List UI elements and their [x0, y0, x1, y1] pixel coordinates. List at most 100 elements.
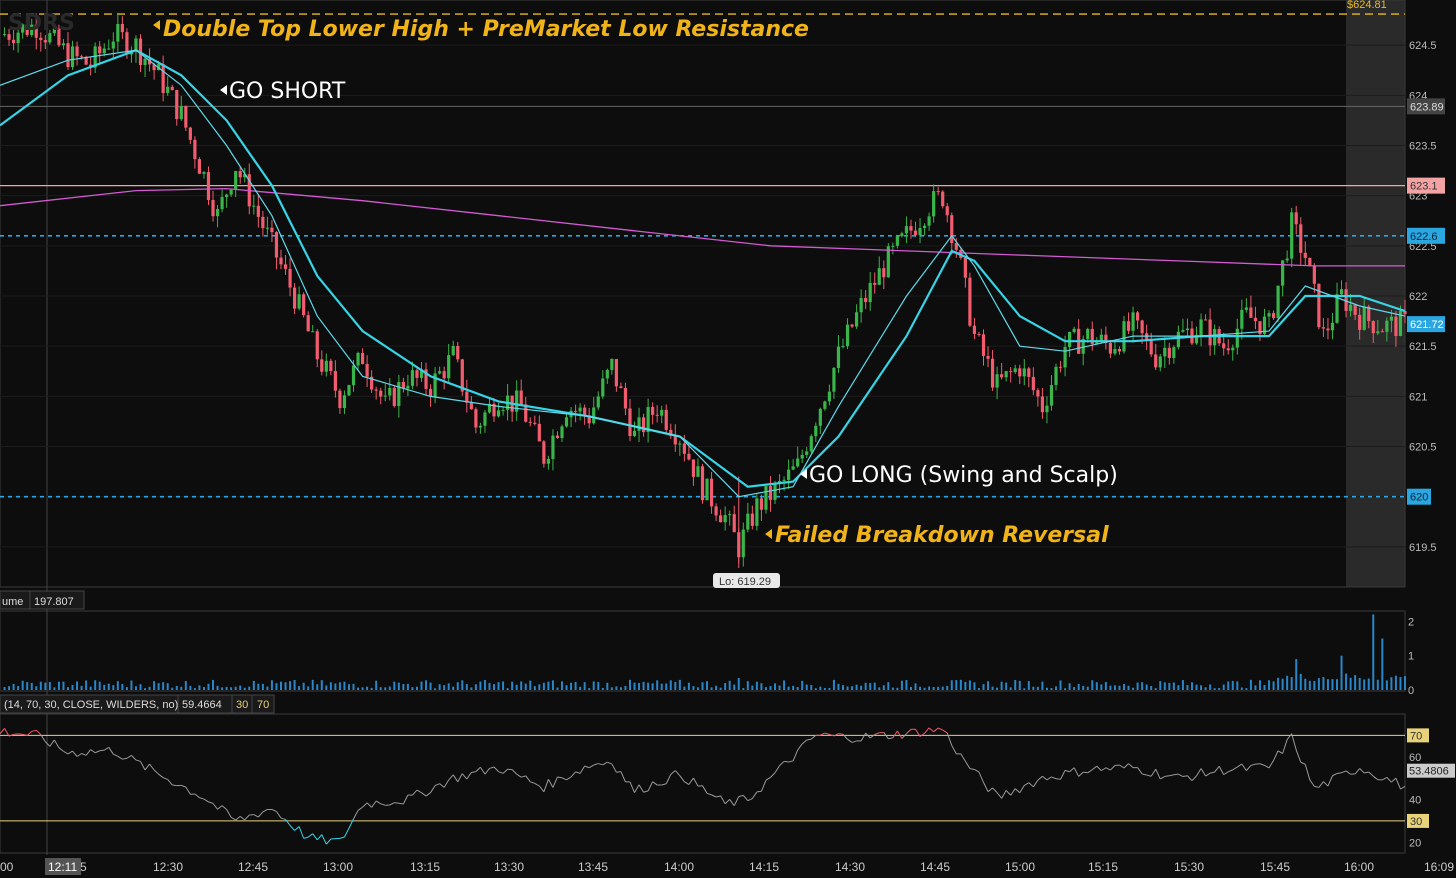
- rsi-segment: [0, 728, 5, 735]
- volume-bar: [1132, 687, 1135, 690]
- volume-bar: [746, 681, 749, 690]
- price-tag: 623.1: [1410, 181, 1438, 193]
- volume-bar: [361, 687, 364, 690]
- rsi-segment: [1228, 769, 1233, 773]
- rsi-segment: [1196, 768, 1202, 777]
- rsi-segment: [1142, 773, 1147, 776]
- candle-down: [279, 257, 283, 265]
- volume-bar: [280, 681, 282, 690]
- candle-down: [292, 287, 297, 309]
- candle-down: [759, 498, 764, 510]
- candle-up: [229, 189, 233, 195]
- volume-bar: [606, 682, 609, 690]
- rsi-segment: [951, 745, 957, 755]
- candle-down: [197, 159, 202, 174]
- rsi-segment: [244, 814, 250, 821]
- volume-bar: [1340, 655, 1343, 690]
- rsi-segment: [389, 802, 395, 806]
- time-tick: 13:15: [410, 860, 440, 874]
- volume-bar: [230, 687, 233, 690]
- volume-bar: [130, 680, 133, 690]
- volume-bar: [425, 680, 428, 690]
- volume-bar: [80, 685, 83, 690]
- candle-up: [515, 390, 519, 412]
- rsi-segment: [375, 800, 381, 805]
- rsi-segment: [851, 740, 857, 743]
- volume-bar: [293, 679, 296, 690]
- rsi-segment: [167, 779, 173, 786]
- rsi-segment: [842, 733, 848, 740]
- candle-up: [93, 46, 97, 68]
- candle-down: [528, 421, 532, 423]
- candle-down: [909, 226, 913, 231]
- rsi-segment: [765, 776, 771, 781]
- volume-bar: [212, 679, 215, 690]
- volume-bar: [642, 681, 645, 690]
- rsi-segment: [298, 826, 305, 839]
- candle-up: [1199, 319, 1203, 335]
- volume-bar: [905, 679, 908, 690]
- rsi-segment: [1372, 775, 1379, 781]
- candle-down: [700, 466, 705, 501]
- rsi-segment: [593, 763, 599, 766]
- volume-bar: [1245, 688, 1248, 690]
- rsi-segment: [692, 777, 699, 787]
- volume-bar: [1326, 679, 1329, 690]
- volume-bar: [1367, 678, 1370, 690]
- rsi-tick: 30: [1410, 816, 1422, 828]
- rsi-segment: [1169, 774, 1174, 777]
- candle-down: [329, 360, 333, 372]
- candle-up: [900, 233, 904, 237]
- price-tag-box: [1407, 316, 1445, 333]
- rsi-segment: [1091, 765, 1098, 771]
- volume-bar: [819, 686, 822, 690]
- rsi-segment: [72, 750, 78, 757]
- rsi-segment: [203, 798, 209, 803]
- rsi-segment: [724, 799, 731, 805]
- rsi-segment: [457, 773, 463, 783]
- candle-up: [1045, 405, 1049, 413]
- volume-tick: 1: [1408, 651, 1414, 663]
- volume-bar: [1304, 678, 1307, 690]
- candle-up: [102, 48, 106, 54]
- candle-down: [533, 422, 537, 424]
- rsi-tick-box: [1407, 728, 1429, 743]
- time-tick: 14:15: [749, 860, 779, 874]
- volume-bar: [1145, 684, 1148, 690]
- candle-up: [841, 346, 845, 348]
- candle-up: [388, 387, 392, 396]
- annotation-failed-breakdown: Failed Breakdown Reversal: [775, 523, 1109, 548]
- candle-down: [664, 409, 668, 430]
- candle-down: [573, 410, 578, 412]
- rsi-segment: [357, 806, 363, 811]
- volume-bar: [728, 680, 731, 690]
- candle-down: [1090, 328, 1094, 345]
- volume-bar: [610, 687, 613, 690]
- price-tick: 622: [1409, 291, 1427, 303]
- volume-bar: [397, 682, 400, 690]
- candle-down: [950, 215, 954, 244]
- volume-bar: [696, 687, 699, 690]
- rsi-segment: [1209, 771, 1215, 774]
- volume-bar: [959, 679, 962, 690]
- rsi-segment: [570, 771, 576, 778]
- rsi-segment: [679, 775, 685, 783]
- candle-up: [347, 385, 351, 396]
- volume-bar: [570, 682, 573, 690]
- candle-down: [288, 268, 292, 288]
- volume-bar: [1041, 681, 1044, 690]
- volume-bar: [266, 686, 269, 690]
- rsi-segment: [525, 775, 531, 783]
- rsi-segment: [1218, 766, 1225, 775]
- candle-down: [1167, 347, 1171, 359]
- volume-bar: [325, 685, 328, 690]
- volume-bar: [35, 686, 38, 690]
- volume-bar: [1349, 677, 1352, 690]
- volume-bar: [597, 681, 600, 690]
- candle-up: [1022, 368, 1026, 377]
- volume-bar: [1372, 614, 1375, 690]
- volume-value: 197.807: [34, 596, 74, 608]
- rsi-segment: [480, 766, 486, 775]
- volume-bar: [1104, 682, 1107, 690]
- candle-down: [990, 358, 995, 388]
